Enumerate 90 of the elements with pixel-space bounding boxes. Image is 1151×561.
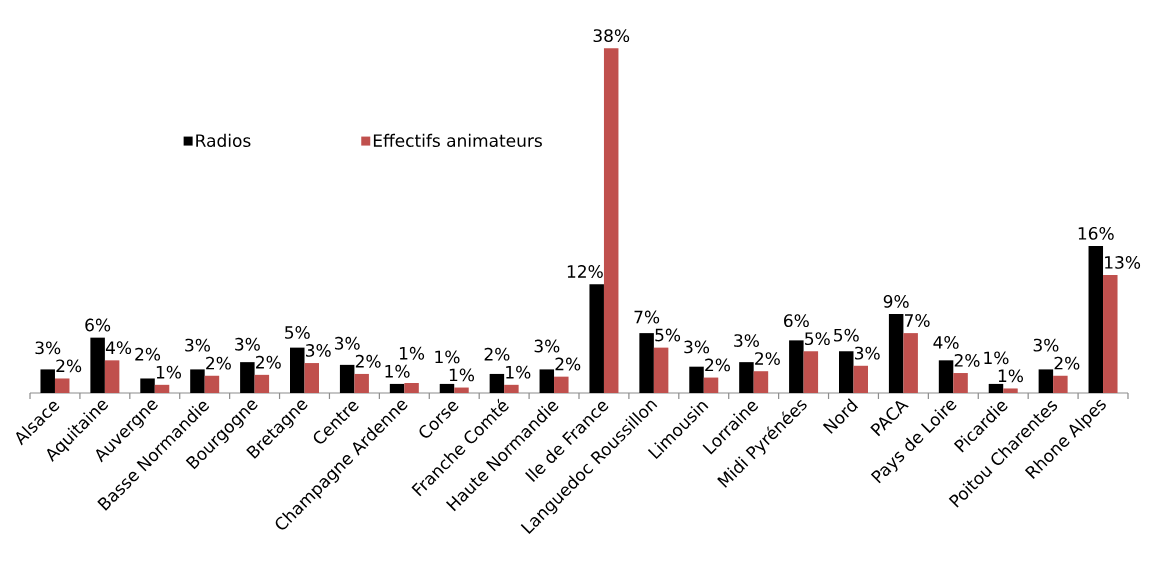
data-label: 2% — [1054, 356, 1080, 370]
bar — [903, 333, 918, 393]
bar — [1038, 369, 1054, 393]
data-label: 4% — [105, 341, 132, 355]
bar — [254, 374, 270, 393]
data-label: 1% — [984, 351, 1009, 365]
bar — [603, 48, 619, 393]
bar — [938, 360, 954, 393]
data-label: 1% — [399, 346, 425, 360]
data-label: 2% — [705, 358, 730, 372]
bar — [739, 362, 754, 393]
bar — [90, 337, 105, 393]
bar — [953, 373, 968, 393]
bar — [653, 347, 669, 393]
bar — [1088, 246, 1104, 393]
data-label: 2% — [56, 359, 82, 373]
data-label: 38% — [593, 29, 630, 43]
data-label: 2% — [256, 355, 281, 369]
bar — [104, 360, 120, 393]
bar — [639, 333, 654, 393]
legend-label: Effectifs animateurs — [373, 133, 542, 148]
bar — [290, 347, 305, 393]
bar — [753, 371, 769, 393]
bar — [703, 377, 719, 393]
data-label: 6% — [784, 314, 809, 328]
bar — [454, 387, 469, 393]
bar — [1053, 375, 1068, 393]
data-label: 3% — [185, 338, 210, 352]
bar — [539, 369, 555, 393]
bar — [204, 375, 220, 393]
data-label: 2% — [355, 354, 381, 368]
data-label: 2% — [135, 347, 161, 361]
bar — [304, 363, 320, 393]
data-label: 2% — [206, 356, 231, 370]
data-label: 3% — [334, 336, 360, 350]
bar — [354, 373, 369, 393]
bar — [40, 369, 55, 393]
data-label: 5% — [834, 328, 859, 342]
bar — [803, 351, 819, 393]
data-label: 7% — [905, 314, 930, 327]
data-label: 1% — [449, 368, 475, 382]
data-label: 5% — [655, 328, 681, 342]
bar — [404, 383, 419, 393]
data-label: 3% — [534, 339, 560, 353]
data-label: 1% — [506, 365, 531, 379]
bar — [389, 383, 405, 393]
bar — [888, 314, 904, 393]
data-label: 5% — [285, 325, 310, 339]
bar — [439, 383, 455, 393]
bar — [339, 364, 355, 393]
data-label: 5% — [805, 332, 830, 346]
data-label: 9% — [883, 295, 909, 308]
data-label: 2% — [954, 353, 980, 367]
bar — [988, 383, 1004, 393]
bar — [240, 362, 255, 393]
data-label: 3% — [855, 346, 880, 360]
bar — [554, 376, 569, 393]
data-label: 3% — [35, 341, 61, 355]
data-label: 6% — [85, 318, 111, 332]
bar — [853, 365, 868, 393]
data-label: 13% — [1105, 255, 1141, 269]
data-label: 2% — [755, 352, 780, 366]
data-label: 1% — [998, 369, 1024, 383]
data-label: 1% — [156, 365, 182, 379]
bar — [689, 366, 704, 393]
data-label: 3% — [235, 337, 260, 351]
bar — [190, 369, 205, 393]
data-label: 7% — [634, 310, 660, 324]
data-label: 2% — [555, 357, 581, 371]
data-label: 3% — [684, 340, 710, 354]
data-label: 4% — [933, 335, 959, 349]
bar — [154, 384, 170, 393]
bar — [489, 373, 505, 393]
bar — [1003, 388, 1018, 393]
bar — [140, 378, 155, 393]
data-label: 12% — [567, 265, 603, 278]
data-label: 1% — [385, 364, 410, 378]
legend-label: Radios — [196, 133, 251, 148]
data-label: 3% — [306, 343, 331, 357]
data-label: 3% — [734, 334, 759, 348]
data-label: 2% — [484, 347, 510, 361]
bar — [504, 384, 519, 393]
data-label: 1% — [435, 350, 460, 364]
data-label: 3% — [1033, 338, 1059, 352]
bar — [789, 340, 804, 393]
bar — [839, 351, 854, 393]
bar — [54, 378, 70, 393]
bar — [1103, 275, 1118, 393]
data-label: 16% — [1078, 226, 1114, 240]
bar — [589, 284, 604, 393]
